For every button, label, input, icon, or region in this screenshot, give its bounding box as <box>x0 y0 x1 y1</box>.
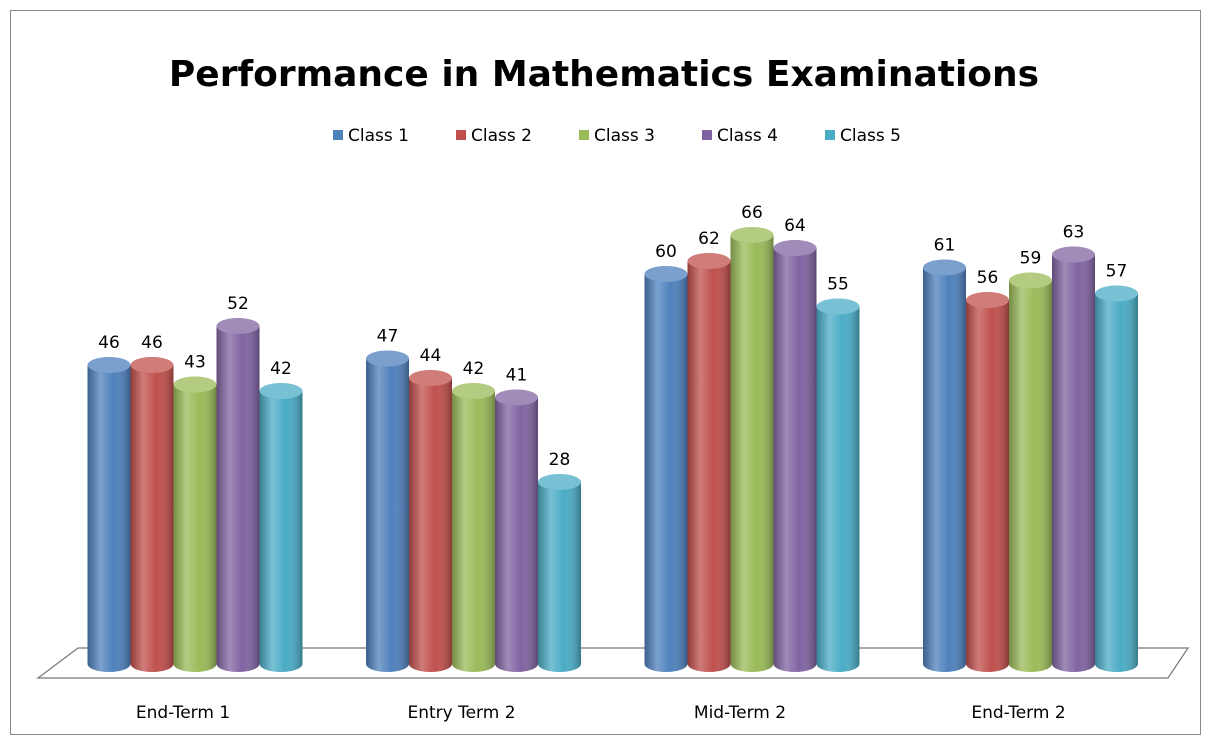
cylinder-cap <box>1095 285 1138 302</box>
cylinder-cap <box>130 357 174 373</box>
cylinder-cap <box>366 350 409 367</box>
bar-shade <box>409 378 452 664</box>
cylinder-cap-light <box>173 376 217 393</box>
cylinder-cap-light <box>216 318 260 334</box>
floor <box>36 647 1190 679</box>
legend-label: Class 3 <box>594 126 655 146</box>
legend-label: Class 4 <box>717 126 778 146</box>
data-label: 47 <box>377 327 399 347</box>
data-label: 46 <box>141 333 163 353</box>
cylinder-cap <box>173 376 217 393</box>
cylinder-cap-light <box>687 253 731 269</box>
cylinder-cap <box>644 266 688 282</box>
cylinder-cap-light <box>923 259 966 276</box>
bar-shade <box>495 397 538 664</box>
data-label: 66 <box>741 203 763 223</box>
bar-shade <box>366 358 409 664</box>
cylinder-cap <box>452 383 495 399</box>
data-label: 60 <box>655 242 677 262</box>
cylinder-cap <box>495 389 538 406</box>
bar-shade <box>966 300 1009 664</box>
bar-shade <box>730 235 774 664</box>
cylinder-cap-light <box>409 370 452 386</box>
cylinder-cap <box>259 383 303 399</box>
cylinder-cap <box>816 298 860 315</box>
cylinder-cap-light <box>495 389 538 406</box>
cylinder-cap-light <box>87 357 131 373</box>
cylinder-cap <box>409 370 452 386</box>
x-tick-label: Mid-Term 2 <box>694 703 786 723</box>
bar-shade <box>816 306 860 664</box>
cylinder-cap-light <box>366 350 409 367</box>
legend-swatch <box>456 130 466 140</box>
data-label: 41 <box>506 366 528 386</box>
bar-shade <box>173 384 217 664</box>
data-label: 62 <box>698 229 720 249</box>
data-label: 28 <box>549 450 571 470</box>
x-tick-label: Entry Term 2 <box>407 703 515 723</box>
data-label: 57 <box>1106 262 1128 282</box>
cylinder-cap-light <box>538 474 581 490</box>
cylinder-cap <box>773 240 817 256</box>
bar-shade <box>259 391 303 664</box>
cylinder-cap <box>87 357 131 373</box>
cylinder-cap <box>538 474 581 490</box>
bar-shade <box>1095 293 1138 664</box>
cylinder-cap <box>730 227 774 243</box>
bar-shade <box>87 365 131 664</box>
x-tick-label: End-Term 2 <box>971 703 1065 723</box>
data-label: 46 <box>98 333 120 353</box>
data-label: 56 <box>977 268 999 288</box>
cylinder-cap-light <box>730 227 774 243</box>
bar-shade <box>216 326 260 664</box>
bar-shade <box>130 365 174 664</box>
bar-shade <box>773 248 817 664</box>
bar-shade <box>644 274 688 664</box>
cylinder-cap <box>966 292 1009 308</box>
cylinder-cap <box>1009 272 1052 289</box>
legend-swatch <box>702 130 712 140</box>
legend-label: Class 2 <box>471 126 532 146</box>
bar-shade <box>1009 280 1052 664</box>
bar-shade <box>1052 254 1095 664</box>
bar-shade <box>923 267 966 664</box>
data-label: 59 <box>1020 249 1042 269</box>
cylinder-cap-light <box>452 383 495 399</box>
chart-title: Performance in Mathematics Examinations <box>169 54 1039 95</box>
cylinder-cap-light <box>966 292 1009 308</box>
legend-swatch <box>825 130 835 140</box>
cylinder-cap-light <box>644 266 688 282</box>
data-label: 63 <box>1063 223 1085 243</box>
cylinder-cap-light <box>259 383 303 399</box>
data-label: 43 <box>184 353 206 373</box>
data-label: 55 <box>827 275 849 295</box>
legend-label: Class 1 <box>348 126 409 146</box>
cylinder-cap-light <box>816 298 860 315</box>
cylinder-cap-light <box>1095 285 1138 302</box>
legend-label: Class 5 <box>840 126 901 146</box>
cylinder-cap-light <box>773 240 817 256</box>
bar-shade <box>538 482 581 664</box>
cylinder-cap <box>216 318 260 334</box>
cylinder-cap <box>923 259 966 276</box>
data-label: 44 <box>420 346 442 366</box>
cylinder-cap <box>1052 246 1095 263</box>
data-label: 64 <box>784 216 806 236</box>
x-tick-label: End-Term 1 <box>136 703 230 723</box>
data-label: 52 <box>227 294 249 314</box>
cylinder-cap <box>687 253 731 269</box>
bar-shade <box>687 261 731 664</box>
cylinder-cap-light <box>1052 246 1095 263</box>
cylinder-cap-light <box>1009 272 1052 289</box>
data-label: 42 <box>270 359 292 379</box>
data-label: 61 <box>934 236 956 256</box>
legend-swatch <box>333 130 343 140</box>
data-label: 42 <box>463 359 485 379</box>
cylinder-cap-light <box>130 357 174 373</box>
bar-shade <box>452 391 495 664</box>
legend-swatch <box>579 130 589 140</box>
